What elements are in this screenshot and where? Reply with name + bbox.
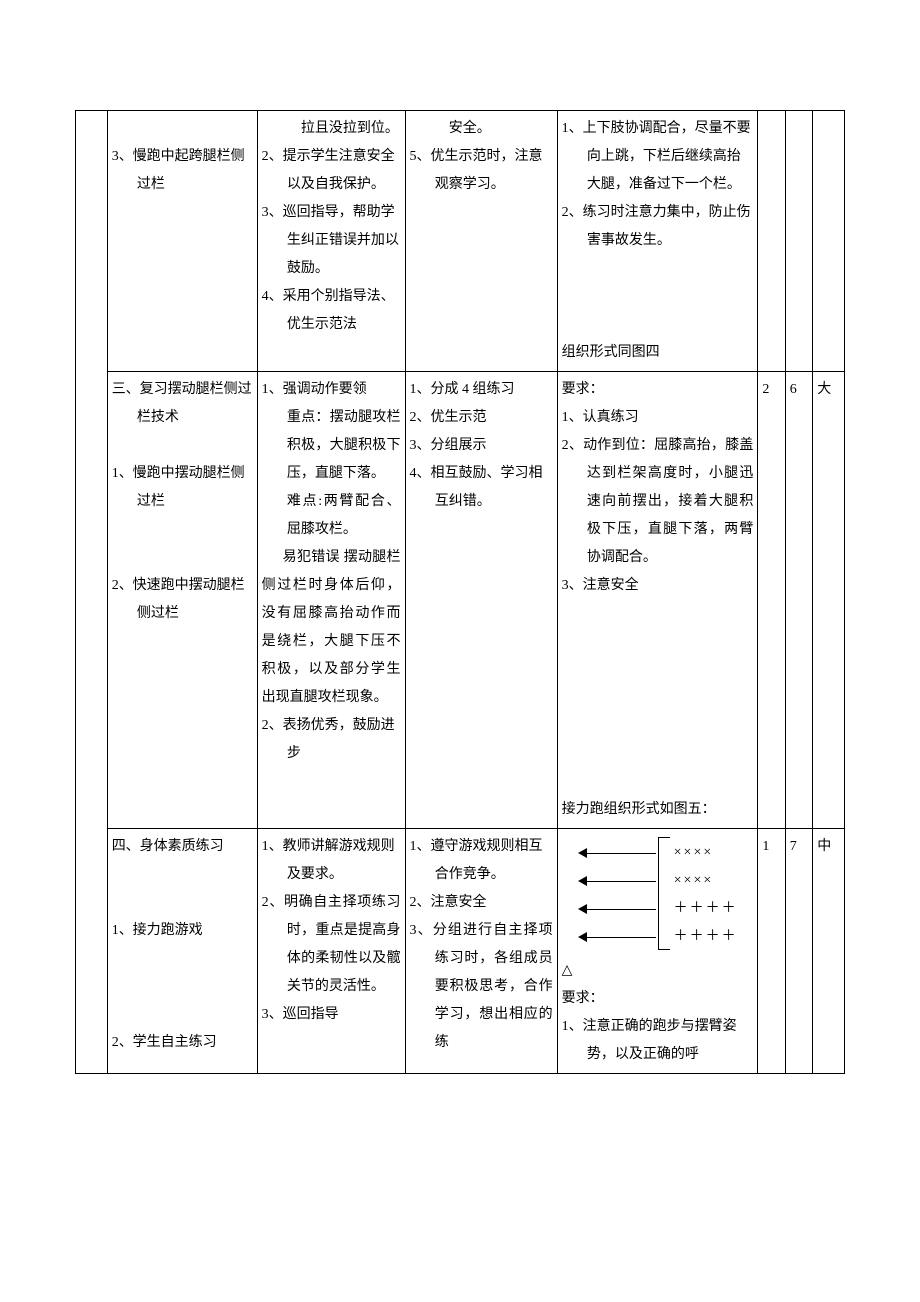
diagram-line <box>586 853 656 854</box>
text: 安全。 <box>410 115 553 143</box>
text: 2、明确自主择项练习时，重点是提高身体的柔韧性以及髋关节的灵活性。 <box>262 889 401 1001</box>
cell-n1-1 <box>758 111 785 372</box>
table-row: 三、复习摆动腿栏侧过栏技术 1、慢跑中摆动腿栏侧过栏 2、快速跑中摆动腿栏侧过栏… <box>76 372 845 829</box>
diagram-row: ×××× <box>564 839 744 867</box>
lead-cell <box>76 111 108 1074</box>
text: ＋＋＋＋ <box>674 923 738 951</box>
text: 拉且没拉到位。 <box>262 115 401 143</box>
text: 1、教师讲解游戏规则及要求。 <box>262 833 401 889</box>
text: 中 <box>817 839 831 854</box>
cell-n3-1 <box>813 111 845 372</box>
cell-n2-2: 6 <box>785 372 812 829</box>
text: ×××× <box>674 867 714 895</box>
text: 组织形式同图四 <box>562 339 754 367</box>
text: ×××× <box>674 839 714 867</box>
text: 易犯错误 摆动腿栏侧过栏时身体后仰，没有屈膝高抬动作而是绕栏，大腿下压不积极，以… <box>262 544 401 712</box>
cell-d2: 要求： 1、认真练习 2、动作到位：屈膝高抬，膝盖达到栏架高度时，小腿迅速向前摆… <box>557 372 758 829</box>
cell-c2: 1、分成 4 组练习 2、优生示范 3、分组展示 4、相互鼓励、学习相互纠错。 <box>405 372 557 829</box>
relay-diagram: ×××× ×××× ＋＋＋＋ ＋＋＋＋ <box>564 835 744 955</box>
text: ＋＋＋＋ <box>674 895 738 923</box>
diagram-row: ＋＋＋＋ <box>564 923 744 951</box>
text: 要求： <box>562 985 754 1013</box>
text: 1、遵守游戏规则相互合作竞争。 <box>410 833 553 889</box>
cell-b1: 拉且没拉到位。 2、提示学生注意安全以及自我保护。 3、巡回指导，帮助学生纠正错… <box>257 111 405 372</box>
cell-c1: 安全。 5、优生示范时，注意观察学习。 <box>405 111 557 372</box>
text: 7 <box>790 839 797 854</box>
cell-a2: 三、复习摆动腿栏侧过栏技术 1、慢跑中摆动腿栏侧过栏 2、快速跑中摆动腿栏侧过栏 <box>107 372 257 829</box>
cell-n2-1 <box>785 111 812 372</box>
text: 2、动作到位：屈膝高抬，膝盖达到栏架高度时，小腿迅速向前摆出，接着大腿积极下压，… <box>562 432 754 572</box>
cell-n3-2: 大 <box>813 372 845 829</box>
text: 4、相互鼓励、学习相互纠错。 <box>410 460 553 516</box>
text: 2、表扬优秀，鼓励进步 <box>262 712 401 768</box>
text: 2、学生自主练习 <box>112 1029 253 1057</box>
cell-a3: 四、身体素质练习 1、接力跑游戏 2、学生自主练习 <box>107 829 257 1074</box>
diagram-row: ＋＋＋＋ <box>564 895 744 923</box>
text: 大 <box>817 382 831 397</box>
text: 三、复习摆动腿栏侧过栏技术 <box>112 376 253 432</box>
text: 3、分组进行自主择项练习时，各组成员要积极思考，合作学习，想出相应的练 <box>410 917 553 1057</box>
text: 1、认真练习 <box>562 404 754 432</box>
text: 1、上下肢协调配合，尽量不要向上跳，下栏后继续高抬大腿，准备过下一个栏。 <box>562 115 754 199</box>
text: 2、提示学生注意安全以及自我保护。 <box>262 143 401 199</box>
diagram-line <box>586 881 656 882</box>
text: 2、优生示范 <box>410 404 553 432</box>
cell-a1: 3、慢跑中起跨腿栏侧过栏 <box>107 111 257 372</box>
text: 2、快速跑中摆动腿栏侧过栏 <box>112 572 253 628</box>
text: 3、慢跑中起跨腿栏侧过栏 <box>112 143 253 199</box>
cell-d1: 1、上下肢协调配合，尽量不要向上跳，下栏后继续高抬大腿，准备过下一个栏。 2、练… <box>557 111 758 372</box>
cell-n3-3: 中 <box>813 829 845 1074</box>
text: 要求： <box>562 376 754 404</box>
text: 4、采用个别指导法、优生示范法 <box>262 283 401 339</box>
triangle-icon: △ <box>562 957 573 985</box>
table-row: 四、身体素质练习 1、接力跑游戏 2、学生自主练习 1、教师讲解游戏规则及要求。… <box>76 829 845 1074</box>
text: 3、巡回指导，帮助学生纠正错误并加以鼓励。 <box>262 199 401 283</box>
text: 1、慢跑中摆动腿栏侧过栏 <box>112 460 253 516</box>
diagram-row: ×××× <box>564 867 744 895</box>
cell-b3: 1、教师讲解游戏规则及要求。 2、明确自主择项练习时，重点是提高身体的柔韧性以及… <box>257 829 405 1074</box>
text: 1、注意正确的跑步与摆臂姿势，以及正确的呼 <box>562 1013 754 1069</box>
text: 3、分组展示 <box>410 432 553 460</box>
text: 6 <box>790 382 797 397</box>
text: 1、接力跑游戏 <box>112 917 253 945</box>
text: 2 <box>762 382 769 397</box>
text: 2、注意安全 <box>410 889 553 917</box>
text: 5、优生示范时，注意观察学习。 <box>410 143 553 199</box>
cell-n1-2: 2 <box>758 372 785 829</box>
text: 重点：摆动腿攻栏积极，大腿积极下压，直腿下落。 <box>262 404 401 488</box>
text: 四、身体素质练习 <box>112 833 253 861</box>
text: 难点:两臂配合、屈膝攻栏。 <box>262 488 401 544</box>
text: 接力跑组织形式如图五： <box>562 796 754 824</box>
text: 3、注意安全 <box>562 572 754 600</box>
table-row: 3、慢跑中起跨腿栏侧过栏 拉且没拉到位。 2、提示学生注意安全以及自我保护。 3… <box>76 111 845 372</box>
cell-b2: 1、强调动作要领 重点：摆动腿攻栏积极，大腿积极下压，直腿下落。 难点:两臂配合… <box>257 372 405 829</box>
text: 3、巡回指导 <box>262 1001 401 1029</box>
cell-c3: 1、遵守游戏规则相互合作竞争。 2、注意安全 3、分组进行自主择项练习时，各组成… <box>405 829 557 1074</box>
cell-n2-3: 7 <box>785 829 812 1074</box>
text: 1、分成 4 组练习 <box>410 376 553 404</box>
diagram-line <box>658 837 670 838</box>
text: 2、练习时注意力集中，防止伤害事故发生。 <box>562 199 754 255</box>
diagram-line <box>586 909 656 910</box>
cell-d3: ×××× ×××× ＋＋＋＋ ＋＋＋＋ △ <box>557 829 758 1074</box>
cell-n1-3: 1 <box>758 829 785 1074</box>
text: 1 <box>762 839 769 854</box>
diagram-line <box>586 937 656 938</box>
page: 3、慢跑中起跨腿栏侧过栏 拉且没拉到位。 2、提示学生注意安全以及自我保护。 3… <box>0 0 920 1302</box>
lesson-plan-table: 3、慢跑中起跨腿栏侧过栏 拉且没拉到位。 2、提示学生注意安全以及自我保护。 3… <box>75 110 845 1074</box>
text: 1、强调动作要领 <box>262 376 401 404</box>
